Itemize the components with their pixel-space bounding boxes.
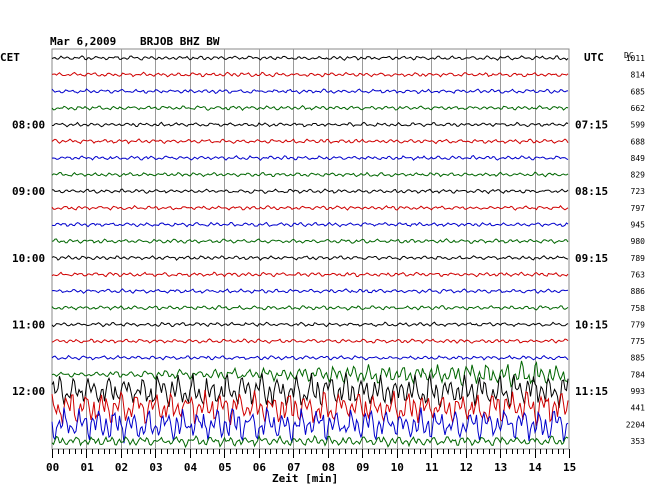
dc-value: 662 [631, 104, 646, 113]
x-axis: 00 01 02 03 04 05 06 07 08 09 10 11 12 13 14 15 [46, 449, 576, 474]
x-tick-label: 14 [529, 461, 543, 474]
x-tick-label: 03 [149, 461, 162, 474]
dc-header: DC [624, 51, 634, 60]
seismic-trace [51, 105, 569, 111]
left-time-labels: 08:00 09:00 10:00 11:00 12:00 [12, 119, 45, 398]
right-time-labels: 07:15 08:15 09:15 10:15 11:15 [575, 119, 608, 398]
x-tick-label: 00 [46, 461, 59, 474]
seismic-trace [51, 406, 569, 444]
x-tick-label: 02 [115, 461, 128, 474]
dc-value: 779 [631, 320, 646, 329]
dc-value: 886 [631, 287, 646, 296]
seismic-trace [51, 434, 569, 449]
seismic-trace [51, 71, 569, 78]
seismic-trace [51, 360, 569, 388]
x-tick-label: 05 [218, 461, 231, 474]
seismic-trace [51, 271, 569, 278]
x-tick-label: 10 [391, 461, 404, 474]
x-tick-label: 04 [184, 461, 198, 474]
left-time-label: 11:00 [12, 318, 45, 331]
left-time-label: 10:00 [12, 252, 45, 265]
dc-value: 980 [631, 237, 646, 246]
dc-value: 2204 [626, 420, 645, 429]
dc-value: 789 [631, 254, 646, 263]
x-tick-label: 09 [356, 461, 369, 474]
seismic-trace [51, 372, 569, 409]
left-time-label: 12:00 [12, 385, 45, 398]
dc-value: 763 [631, 270, 646, 279]
dc-value: 849 [631, 154, 646, 163]
x-tick-label: 01 [80, 461, 94, 474]
seismic-trace [51, 288, 569, 294]
left-timezone: CET [0, 51, 20, 64]
seismic-trace [51, 304, 569, 311]
x-tick-label: 08 [322, 461, 335, 474]
right-timezone: UTC [584, 51, 604, 64]
left-time-label: 09:00 [12, 185, 45, 198]
dc-value: 797 [631, 204, 646, 213]
right-time-label: 07:15 [575, 119, 608, 132]
seismic-trace [51, 354, 569, 361]
seismic-trace [51, 238, 569, 244]
header-station: BRJOB BHZ BW [140, 35, 220, 48]
x-tick-label: 13 [494, 461, 507, 474]
x-tick-label: 12 [460, 461, 473, 474]
x-tick-label: 07 [287, 461, 300, 474]
dc-value: 688 [631, 137, 646, 146]
seismic-trace [51, 154, 569, 161]
seismic-trace [51, 138, 569, 145]
dc-value: 758 [631, 304, 646, 313]
seismic-trace [51, 171, 569, 178]
x-tick-label: 06 [253, 461, 267, 474]
right-time-label: 08:15 [575, 185, 608, 198]
right-time-label: 11:15 [575, 385, 608, 398]
dc-value: 784 [631, 370, 646, 379]
seismic-trace [51, 255, 569, 261]
dc-values: 1011 814 685 662 599 688 849 829 723 797 945 980 789… [626, 54, 645, 446]
seismic-trace [51, 55, 569, 61]
dc-value: 814 [631, 71, 646, 80]
dc-value: 885 [631, 354, 646, 363]
seismic-trace [51, 221, 569, 228]
seismic-trace [51, 321, 569, 328]
dc-value: 1011 [626, 54, 645, 63]
dc-value: 829 [631, 171, 646, 180]
seismic-trace [51, 88, 569, 95]
dc-value: 353 [631, 437, 646, 446]
dc-value: 441 [631, 404, 646, 413]
dc-value: 599 [631, 121, 646, 130]
x-axis-label: Zeit [min] [272, 472, 338, 485]
seismic-trace [51, 188, 569, 195]
dc-value: 945 [631, 221, 646, 230]
right-time-label: 10:15 [575, 318, 608, 331]
left-time-label: 08:00 [12, 119, 45, 132]
dc-value: 723 [631, 187, 646, 196]
x-tick-label: 11 [425, 461, 439, 474]
dc-value: 993 [631, 387, 646, 396]
x-tick-label: 15 [563, 461, 576, 474]
plot-frame [51, 48, 570, 450]
header-date: Mar 6,2009 [50, 35, 116, 48]
seismic-trace [51, 121, 569, 128]
seismic-trace [51, 204, 569, 211]
trace-group [51, 55, 569, 449]
seismic-trace [51, 338, 569, 344]
dc-value: 775 [631, 337, 646, 346]
seismic-trace [51, 389, 569, 426]
dc-value: 685 [631, 87, 646, 96]
plot-grid [51, 48, 570, 450]
right-time-label: 09:15 [575, 252, 608, 265]
